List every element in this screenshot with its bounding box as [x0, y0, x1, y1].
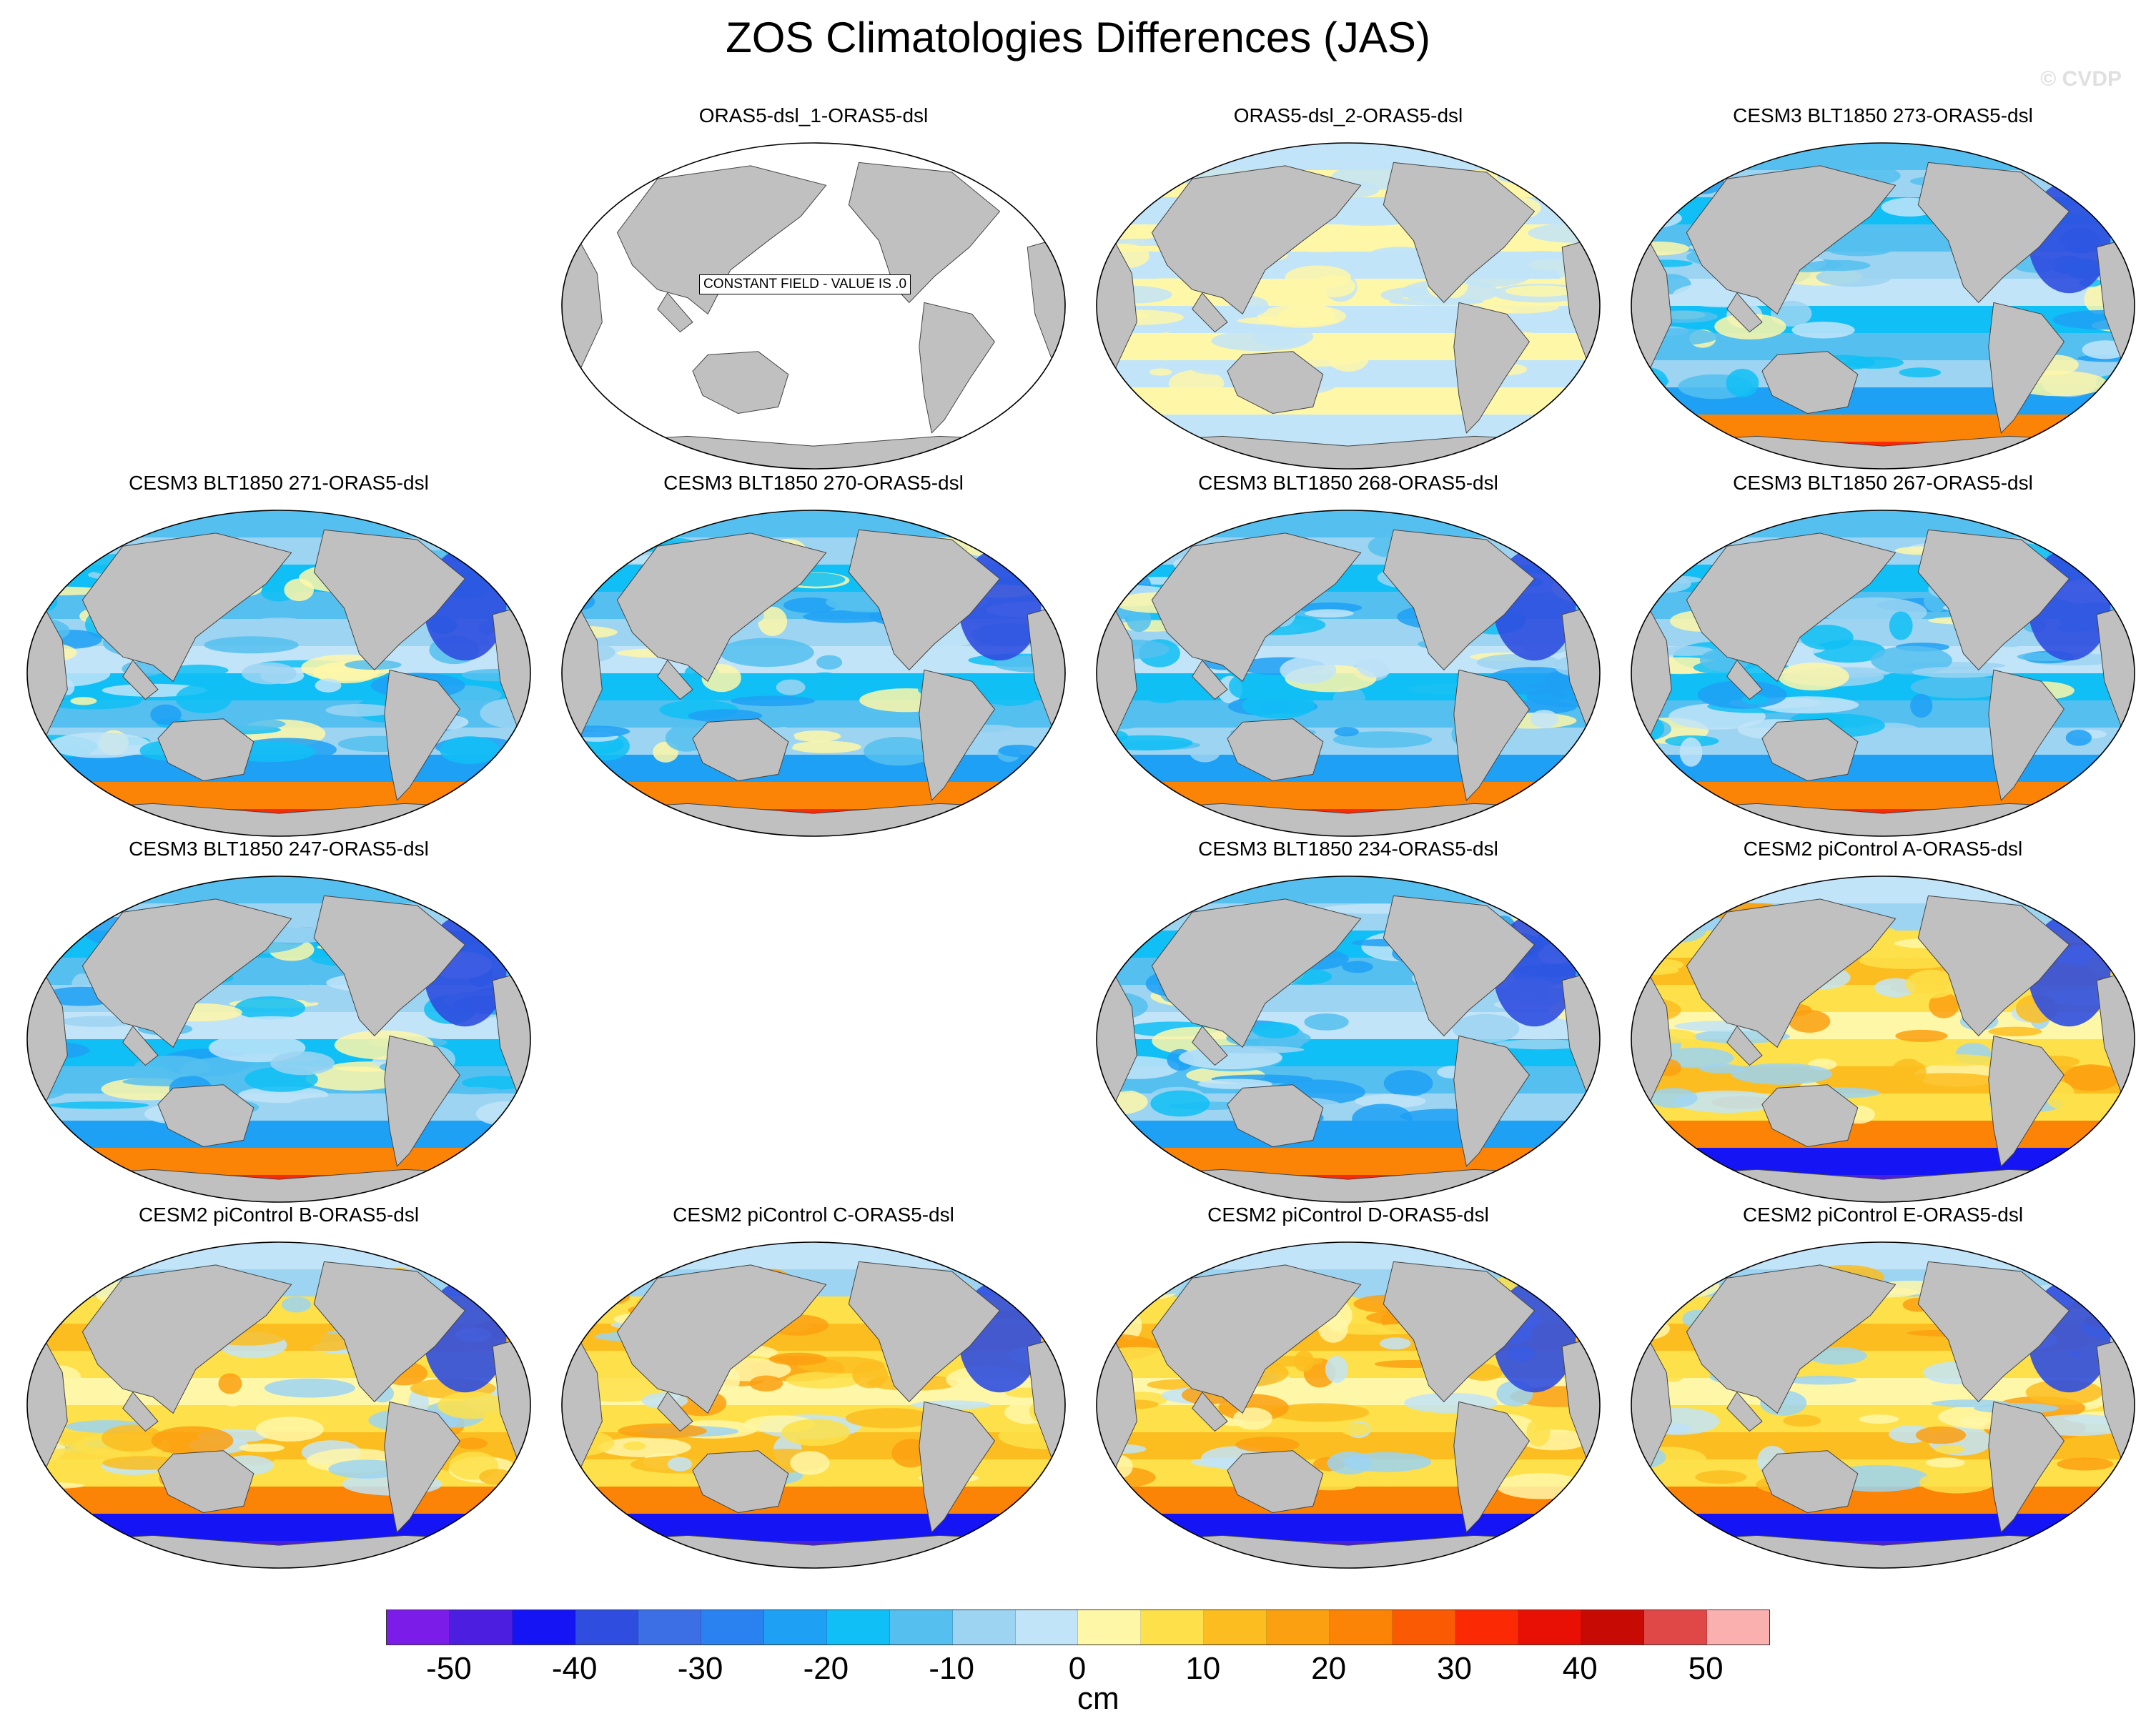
map-panel: CESM2 piControl B-ORAS5-dsl: [14, 1204, 543, 1575]
panel-title: CESM3 BLT1850 234-ORAS5-dsl: [1198, 838, 1498, 860]
panel-title: ORAS5-dsl_2-ORAS5-dsl: [1233, 104, 1463, 127]
colorbar-bin: [1141, 1610, 1205, 1645]
world-map: [26, 1241, 531, 1569]
colorbar-bin: [952, 1610, 1016, 1645]
map-panel: CESM3 BLT1850 234-ORAS5-dsl: [1084, 838, 1613, 1209]
colorbar-bin: [1267, 1610, 1330, 1645]
colorbar-bin: [638, 1610, 701, 1645]
panel-title: CESM2 piControl D-ORAS5-dsl: [1207, 1204, 1489, 1226]
map-panel: CESM2 piControl D-ORAS5-dsl: [1084, 1204, 1613, 1575]
colorbar-bin: [1330, 1610, 1393, 1645]
colorbar-bin: [449, 1610, 513, 1645]
colorbar-bin: [387, 1610, 450, 1645]
colorbar: [386, 1610, 1770, 1645]
colorbar-bin: [763, 1610, 827, 1645]
map-panel: CESM2 piControl E-ORAS5-dsl: [1618, 1204, 2147, 1575]
panel-title: ORAS5-dsl_1-ORAS5-dsl: [698, 104, 929, 127]
figure-title: ZOS Climatologies Differences (JAS): [726, 14, 1430, 61]
map-panel: CESM3 BLT1850 268-ORAS5-dsl: [1084, 472, 1613, 843]
colorbar-bin: [1078, 1610, 1142, 1645]
constant-field-label: CONSTANT FIELD - VALUE IS .0: [699, 274, 911, 294]
colorbar-bin: [1707, 1610, 1769, 1645]
panel-title: CESM3 BLT1850 267-ORAS5-dsl: [1733, 472, 2033, 494]
colorbar-tick-label: 0: [1068, 1651, 1087, 1686]
colorbar-bin: [826, 1610, 890, 1645]
colorbar-tick-label: 20: [1311, 1651, 1347, 1686]
colorbar-bin: [1015, 1610, 1079, 1645]
map-panel: CESM2 piControl A-ORAS5-dsl: [1618, 838, 2147, 1209]
colorbar-tick-label: 40: [1562, 1651, 1598, 1686]
colorbar-tick-label: -30: [677, 1651, 723, 1686]
world-map: [1631, 876, 2135, 1203]
panel-title: CESM3 BLT1850 268-ORAS5-dsl: [1198, 472, 1498, 494]
colorbar-tick-label: -40: [551, 1651, 598, 1686]
panel-title: CESM2 piControl C-ORAS5-dsl: [673, 1204, 954, 1226]
world-map: [1096, 876, 1601, 1203]
colorbar-tick-label: 50: [1688, 1651, 1724, 1686]
colorbar-bin: [1581, 1610, 1645, 1645]
world-map: [1096, 142, 1601, 470]
colorbar-bin: [701, 1610, 764, 1645]
world-map: [561, 1241, 1066, 1569]
colorbar-bin: [1644, 1610, 1708, 1645]
colorbar-bin: [1393, 1610, 1456, 1645]
world-map: [561, 510, 1066, 837]
colorbar-tick-label: -10: [929, 1651, 974, 1686]
colorbar-bin: [575, 1610, 638, 1645]
watermark: © CVDP: [2040, 67, 2122, 91]
panel-title: CESM2 piControl A-ORAS5-dsl: [1743, 838, 2023, 860]
colorbar-tick-label: -50: [426, 1651, 472, 1686]
colorbar-bin: [1204, 1610, 1267, 1645]
map-panel: ORAS5-dsl_2-ORAS5-dsl: [1084, 104, 1613, 476]
panel-title: CESM3 BLT1850 273-ORAS5-dsl: [1733, 104, 2033, 127]
colorbar-bin: [889, 1610, 953, 1645]
panel-title: CESM3 BLT1850 271-ORAS5-dsl: [129, 472, 429, 494]
colorbar-tick-label: 30: [1436, 1651, 1472, 1686]
map-panel: CESM3 BLT1850 267-ORAS5-dsl: [1618, 472, 2147, 843]
map-panel: ORAS5-dsl_1-ORAS5-dsl CONSTANT FIELD - VA…: [549, 104, 1078, 476]
world-map: [1096, 510, 1601, 837]
map-panel: CESM2 piControl C-ORAS5-dsl: [549, 1204, 1078, 1575]
colorbar-bin: [1518, 1610, 1582, 1645]
map-panel: CESM3 BLT1850 273-ORAS5-dsl: [1618, 104, 2147, 476]
world-map: [1631, 142, 2135, 470]
world-map: [1631, 1241, 2135, 1569]
panel-title: CESM2 piControl B-ORAS5-dsl: [138, 1204, 420, 1226]
colorbar-tick-label: -20: [803, 1651, 849, 1686]
map-panel: CESM3 BLT1850 247-ORAS5-dsl: [14, 838, 543, 1209]
panel-title: CESM3 BLT1850 247-ORAS5-dsl: [129, 838, 429, 860]
colorbar-bin: [1455, 1610, 1519, 1645]
world-map: [26, 510, 531, 837]
panel-title: CESM2 piControl E-ORAS5-dsl: [1742, 1204, 2024, 1226]
world-map: [26, 876, 531, 1203]
world-map: [1631, 510, 2135, 837]
world-map: [561, 142, 1066, 470]
panel-title: CESM3 BLT1850 270-ORAS5-dsl: [663, 472, 964, 494]
colorbar-tick-label: 10: [1185, 1651, 1221, 1686]
map-panel: CESM3 BLT1850 270-ORAS5-dsl: [549, 472, 1078, 843]
colorbar-bin: [512, 1610, 575, 1645]
world-map: [1096, 1241, 1601, 1569]
map-panel: CESM3 BLT1850 271-ORAS5-dsl: [14, 472, 543, 843]
